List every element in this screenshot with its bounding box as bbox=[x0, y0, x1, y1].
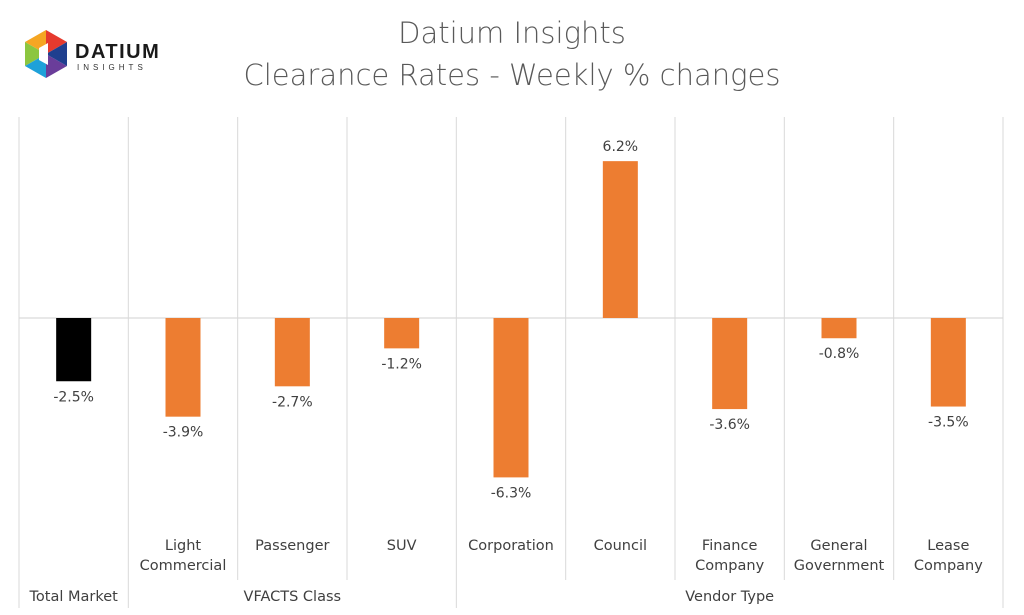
data-label-2: -2.7% bbox=[272, 394, 313, 410]
logo-d-shape bbox=[39, 43, 48, 65]
logo-facet-purple bbox=[46, 54, 67, 78]
data-label-1: -3.9% bbox=[163, 425, 204, 441]
logo-facet-red bbox=[46, 30, 67, 54]
data-label-7: -0.8% bbox=[819, 346, 860, 362]
chart-title-block: Datium Insights Clearance Rates - Weekly… bbox=[0, 12, 1024, 96]
data-label-3: -1.2% bbox=[381, 356, 422, 372]
data-label-4: -6.3% bbox=[491, 485, 532, 501]
group-label-2: Vendor Type bbox=[685, 589, 774, 605]
category-label-4: Corporation bbox=[468, 538, 554, 554]
data-label-0: -2.5% bbox=[53, 389, 94, 405]
category-label-7: Government bbox=[794, 558, 885, 574]
bar-1 bbox=[165, 318, 201, 417]
category-label-3: SUV bbox=[387, 538, 417, 554]
logo-subword: INSIGHTS bbox=[77, 63, 147, 72]
bar-4 bbox=[493, 318, 529, 478]
category-label-7: General bbox=[810, 538, 867, 554]
bar-5 bbox=[602, 161, 638, 318]
bar-2 bbox=[274, 318, 310, 387]
chart-labels-layer: -2.5% Total Market -3.9% Light Commercial -2.… bbox=[29, 139, 984, 605]
category-label-8: Lease bbox=[927, 538, 969, 554]
chart-title: Datium Insights bbox=[398, 16, 626, 50]
data-label-8: -3.5% bbox=[928, 415, 969, 431]
category-label-1: Light bbox=[165, 538, 202, 554]
category-label-2: Passenger bbox=[255, 538, 329, 554]
bar-6 bbox=[712, 318, 748, 410]
category-label-5: Council bbox=[594, 538, 647, 554]
logo-word: DATIUM bbox=[75, 41, 160, 63]
chart-subtitle: Clearance Rates - Weekly % changes bbox=[243, 58, 781, 92]
logo-facet-navy bbox=[46, 42, 67, 66]
data-label-6: -3.6% bbox=[709, 417, 750, 433]
bar-3 bbox=[384, 318, 420, 349]
bar-7 bbox=[821, 318, 857, 339]
category-label-6: Company bbox=[695, 558, 764, 574]
category-label-1: Commercial bbox=[140, 558, 227, 574]
logo-facet-green bbox=[25, 42, 46, 66]
category-label-0: Total Market bbox=[29, 589, 119, 605]
datium-logo: DATIUM INSIGHTS bbox=[22, 28, 172, 84]
category-label-6: Finance bbox=[702, 538, 758, 554]
group-label-1: VFACTS Class bbox=[244, 589, 342, 605]
bar-8 bbox=[930, 318, 966, 407]
data-label-5: 6.2% bbox=[603, 139, 639, 155]
datium-logo-mark: DATIUM INSIGHTS bbox=[25, 30, 160, 78]
category-label-8: Company bbox=[914, 558, 983, 574]
bar-0 bbox=[56, 318, 92, 382]
chart-bars-layer bbox=[56, 161, 966, 478]
